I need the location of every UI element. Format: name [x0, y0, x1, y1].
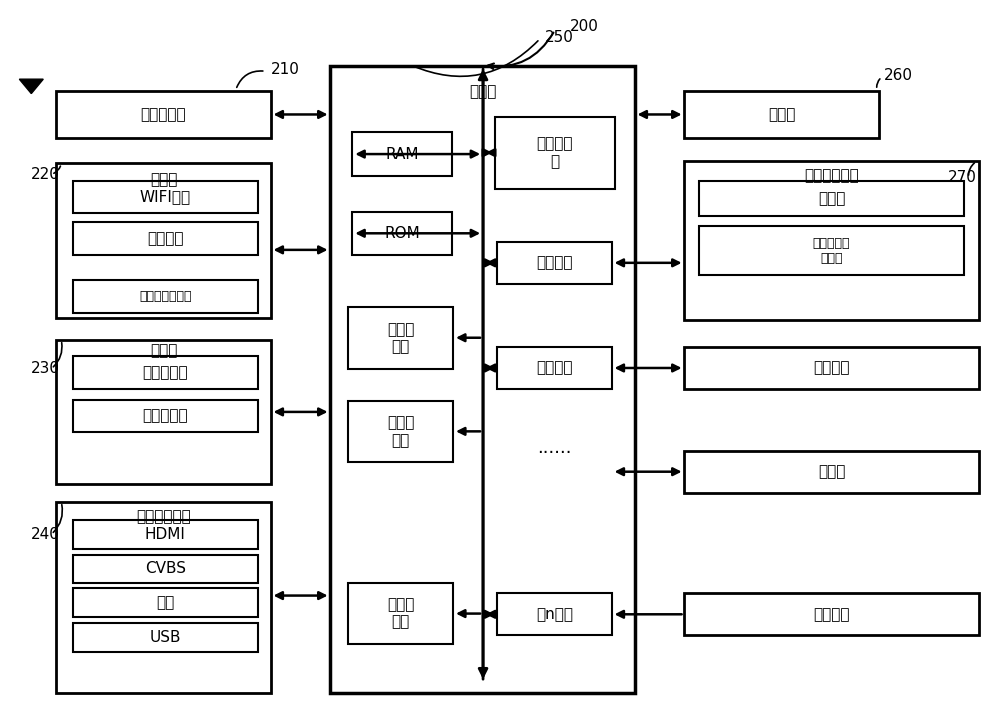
FancyBboxPatch shape	[73, 280, 258, 312]
FancyBboxPatch shape	[684, 91, 879, 138]
Text: 260: 260	[884, 68, 913, 83]
Text: 230: 230	[31, 362, 60, 376]
Text: 用户接口: 用户接口	[813, 607, 850, 622]
Text: 调谐解调器: 调谐解调器	[141, 107, 186, 122]
FancyBboxPatch shape	[56, 502, 271, 693]
Text: 蓝牙模块: 蓝牙模块	[147, 231, 184, 247]
Text: 第n接口: 第n接口	[536, 607, 573, 622]
Text: 图形处
理器: 图形处 理器	[387, 416, 414, 448]
Text: 220: 220	[31, 167, 60, 181]
Text: 检测器: 检测器	[150, 343, 178, 358]
FancyBboxPatch shape	[352, 212, 452, 255]
Text: 扬声器: 扬声器	[818, 191, 845, 206]
FancyBboxPatch shape	[73, 520, 258, 549]
FancyBboxPatch shape	[684, 161, 979, 320]
Text: USB: USB	[150, 630, 181, 645]
FancyBboxPatch shape	[348, 307, 453, 369]
Text: 270: 270	[948, 171, 977, 185]
Text: 外部装置接口: 外部装置接口	[137, 509, 191, 524]
FancyBboxPatch shape	[497, 347, 612, 389]
FancyBboxPatch shape	[56, 91, 271, 138]
Text: 分量: 分量	[156, 595, 175, 610]
Text: 控制器: 控制器	[469, 84, 497, 99]
FancyBboxPatch shape	[699, 226, 964, 275]
Text: 图像采集器: 图像采集器	[143, 408, 188, 424]
Text: 视频处
理器: 视频处 理器	[387, 322, 414, 354]
Text: ......: ......	[538, 439, 572, 457]
FancyBboxPatch shape	[73, 623, 258, 651]
Text: 有线以太网模块: 有线以太网模块	[139, 290, 192, 303]
FancyBboxPatch shape	[73, 181, 258, 213]
FancyBboxPatch shape	[699, 181, 964, 216]
FancyBboxPatch shape	[495, 116, 615, 189]
Text: ROM: ROM	[384, 226, 420, 241]
Polygon shape	[19, 80, 43, 93]
Text: 声音采集器: 声音采集器	[143, 365, 188, 380]
Text: 存储器: 存储器	[818, 464, 845, 479]
Text: 音频输出接口: 音频输出接口	[805, 168, 859, 183]
FancyBboxPatch shape	[348, 401, 453, 462]
Text: RAM: RAM	[386, 147, 419, 161]
FancyBboxPatch shape	[73, 356, 258, 389]
Text: 第二接口: 第二接口	[536, 361, 573, 375]
FancyBboxPatch shape	[73, 400, 258, 432]
Text: 通信器: 通信器	[150, 173, 178, 187]
FancyBboxPatch shape	[497, 242, 612, 283]
FancyBboxPatch shape	[352, 132, 452, 176]
Text: 显示器: 显示器	[768, 107, 795, 122]
Text: 音频处
理器: 音频处 理器	[387, 597, 414, 630]
Text: CVBS: CVBS	[145, 562, 186, 576]
Text: 供电电源: 供电电源	[813, 361, 850, 375]
Text: 200: 200	[570, 19, 599, 34]
FancyBboxPatch shape	[684, 451, 979, 492]
FancyBboxPatch shape	[348, 583, 453, 643]
Text: 250: 250	[545, 30, 574, 45]
FancyBboxPatch shape	[330, 67, 635, 693]
Text: 中央处理
器: 中央处理 器	[537, 137, 573, 169]
Text: 210: 210	[271, 62, 300, 77]
Text: WIFI模块: WIFI模块	[140, 189, 191, 205]
FancyBboxPatch shape	[684, 594, 979, 636]
Text: 外接音响输
出端子: 外接音响输 出端子	[813, 236, 850, 265]
FancyBboxPatch shape	[56, 340, 271, 484]
FancyBboxPatch shape	[497, 594, 612, 636]
FancyBboxPatch shape	[684, 347, 979, 389]
FancyBboxPatch shape	[73, 555, 258, 583]
Text: HDMI: HDMI	[145, 527, 186, 542]
FancyBboxPatch shape	[73, 223, 258, 255]
Text: 第一接口: 第一接口	[536, 255, 573, 270]
FancyBboxPatch shape	[73, 589, 258, 617]
FancyBboxPatch shape	[56, 163, 271, 318]
Text: 240: 240	[31, 527, 60, 542]
